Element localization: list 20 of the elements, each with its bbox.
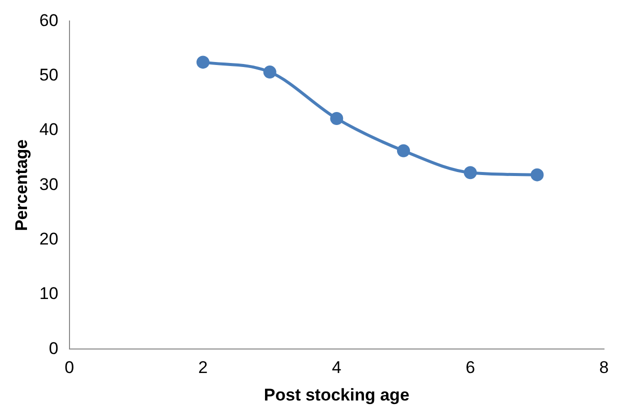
y-tick-label: 40	[39, 120, 58, 140]
point	[263, 66, 276, 79]
x-tick-label: 8	[599, 358, 609, 378]
point	[464, 166, 477, 180]
x-tick-label: 2	[198, 358, 208, 378]
y-tick-label: 0	[48, 338, 58, 358]
point	[196, 56, 210, 69]
y-tick-label: 60	[39, 10, 58, 30]
y-tick-label: 10	[39, 284, 58, 304]
point	[330, 112, 344, 126]
x-tick-label: 6	[466, 358, 476, 378]
y-tick-label: 30	[39, 174, 58, 194]
x-tick-label: 4	[332, 358, 342, 378]
y-axis-title: Percentage	[12, 139, 31, 232]
point	[530, 168, 544, 182]
x-axis-title: Post stocking age	[264, 385, 410, 404]
y-tick-label: 20	[39, 230, 58, 249]
x-tick-label: 0	[64, 358, 74, 378]
y-tick-label: 50	[39, 66, 58, 85]
point	[396, 144, 410, 158]
